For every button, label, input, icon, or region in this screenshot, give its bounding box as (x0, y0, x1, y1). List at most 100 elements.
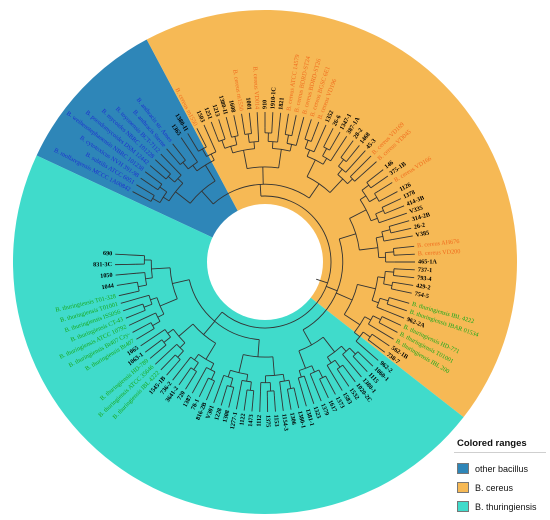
tree-branch (132, 281, 138, 284)
tree-branch (303, 375, 308, 385)
tree-branch (201, 148, 207, 157)
leaf-label: 1323 (312, 405, 323, 419)
tree-branch (309, 373, 314, 382)
leaf-label: 1277-1 (229, 412, 239, 431)
tree-branch (125, 311, 141, 319)
tree-branch (383, 283, 393, 286)
tree-branch (321, 383, 329, 399)
tree-branch (246, 374, 249, 382)
tree-branch (166, 362, 178, 376)
tree-branch (359, 247, 378, 251)
tree-branch (205, 385, 213, 401)
tree-center-fill (207, 204, 323, 320)
tree-branch (304, 134, 307, 140)
tree-branch (293, 387, 296, 393)
tree-branch (210, 363, 215, 370)
tree-branch (238, 354, 244, 373)
tree-branch (182, 162, 189, 170)
leaf-label: 1379 (319, 403, 330, 417)
tree-branch (205, 343, 217, 360)
tree-branch (166, 148, 178, 162)
tree-branch (377, 276, 385, 279)
tree-branch (298, 350, 306, 369)
tree-branch (172, 279, 190, 285)
tree-branch (298, 370, 302, 378)
leaf-label: 1001 (244, 97, 252, 110)
leaf-label: 1381-1 (304, 408, 316, 427)
tree-branch (331, 131, 341, 147)
tree-branch (372, 315, 381, 321)
tree-branch (391, 288, 397, 291)
tree-branch (163, 196, 170, 202)
tree-branch (345, 165, 352, 173)
tree-branch (285, 113, 289, 130)
leaf-label: 1228 (213, 407, 223, 421)
tree-branch (204, 164, 216, 182)
tree-branch (149, 165, 163, 177)
range-wedge-b-cereus (146, 9, 518, 418)
tree-branch (171, 354, 176, 359)
legend-swatch-other-bacillus (457, 463, 469, 474)
tree-branch (234, 136, 238, 145)
tree-branch (375, 210, 384, 215)
leaf-label: 1050 (100, 272, 113, 280)
leaf-label: 429-2 (416, 282, 431, 291)
leaf-label: 1308 (222, 410, 232, 424)
tree-branch (370, 184, 376, 189)
leaf-label: 1473 (247, 414, 255, 427)
tree-branch (286, 389, 289, 395)
tree-branch (153, 186, 159, 191)
tree-branch (374, 190, 380, 194)
tree-branch (360, 161, 377, 176)
tree-branch (351, 150, 366, 167)
tree-branch (136, 330, 151, 340)
tree-branch (220, 390, 227, 406)
tree-branch (128, 316, 149, 326)
tree-branch (337, 168, 343, 175)
tree-branch (284, 129, 287, 135)
tree-branch (166, 170, 171, 175)
tree-branch (146, 198, 152, 202)
tree-branch (191, 374, 203, 394)
tree-branch (138, 303, 144, 307)
tree-branch (140, 333, 159, 347)
leaf-label: 1126 (398, 181, 412, 193)
tree-branch (201, 367, 207, 376)
tree-branch (161, 175, 167, 180)
tree-branch (292, 115, 297, 131)
tree-branch (212, 380, 215, 386)
tree-branch (356, 359, 368, 373)
tree-branch (323, 142, 327, 148)
tree-branch (229, 132, 233, 138)
tree-branch (390, 231, 396, 234)
tree-branch (340, 153, 345, 158)
tree-branch (392, 235, 413, 241)
tree-branch (341, 345, 347, 352)
tree-branch (364, 316, 371, 321)
tree-branch (383, 324, 398, 333)
tree-branch (381, 316, 387, 320)
leaf-label: 737-1 (418, 266, 433, 274)
tree-branch (161, 344, 167, 349)
tree-branch (361, 184, 370, 191)
tree-branch (329, 178, 344, 193)
tree-branch (203, 124, 213, 145)
tree-branch (159, 186, 168, 193)
tree-branch (157, 313, 165, 318)
colored-range-wedges (12, 9, 518, 515)
tree-branch-arc (188, 279, 260, 340)
tree-branch (370, 217, 378, 222)
tree-branch (396, 289, 412, 294)
tree-branch (322, 148, 328, 157)
tree-branch (306, 119, 312, 135)
legend: Colored ranges other bacillus B. cereus … (454, 438, 546, 516)
leaf-label: 1378 (402, 189, 416, 201)
leaf-label: 1375 (264, 415, 271, 427)
tree-branch (239, 380, 243, 389)
tree-branch (241, 113, 245, 130)
tree-branch (384, 309, 405, 319)
leaf-label: B. cereus AH676 (417, 238, 460, 249)
tree-branch (331, 372, 343, 391)
